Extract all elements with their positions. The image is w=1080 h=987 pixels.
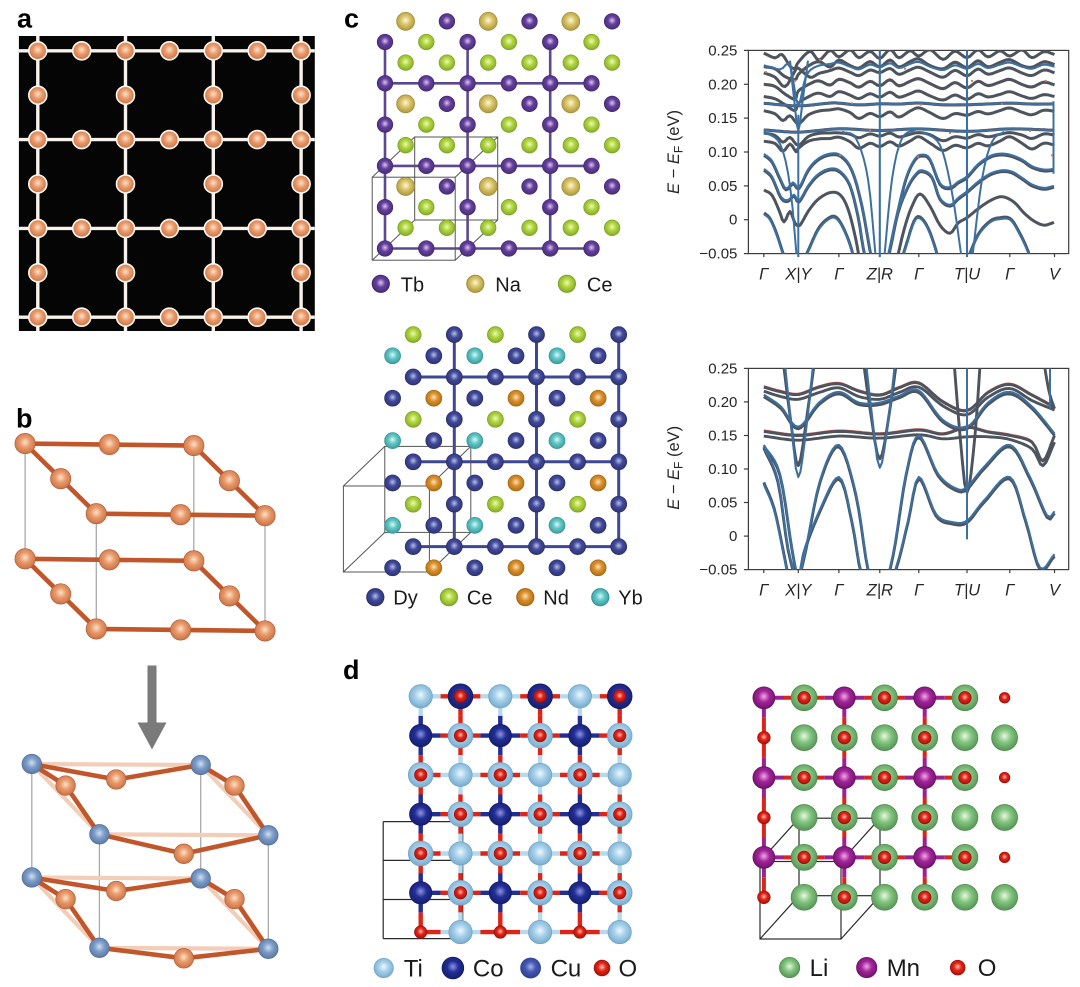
svg-text:O: O <box>978 955 997 982</box>
svg-text:T|U: T|U <box>954 582 980 600</box>
svg-text:0.20: 0.20 <box>708 394 737 411</box>
svg-text:Γ: Γ <box>1005 266 1015 284</box>
svg-text:X|Y: X|Y <box>784 582 812 600</box>
svg-text:V: V <box>1049 266 1062 284</box>
svg-text:Γ: Γ <box>759 266 769 284</box>
svg-text:Z|R: Z|R <box>866 266 893 284</box>
svg-text:−0.05: −0.05 <box>699 246 737 263</box>
svg-text:Γ: Γ <box>914 266 924 284</box>
svg-text:0.10: 0.10 <box>708 144 737 161</box>
svg-text:Ce: Ce <box>467 588 493 610</box>
svg-text:Z|R: Z|R <box>866 582 893 600</box>
svg-text:O: O <box>619 956 638 983</box>
svg-text:Yb: Yb <box>618 588 642 610</box>
svg-text:0: 0 <box>729 528 737 545</box>
svg-text:Γ: Γ <box>759 582 769 600</box>
svg-text:Γ: Γ <box>834 266 844 284</box>
svg-text:V: V <box>1049 582 1062 600</box>
svg-text:a: a <box>17 4 33 34</box>
svg-text:−0.05: −0.05 <box>699 562 737 579</box>
svg-text:Γ: Γ <box>1005 582 1015 600</box>
svg-text:0.10: 0.10 <box>708 461 737 478</box>
svg-text:0.20: 0.20 <box>708 76 737 93</box>
svg-text:0.05: 0.05 <box>708 178 737 195</box>
svg-text:c: c <box>344 4 359 34</box>
svg-text:0.15: 0.15 <box>708 428 737 445</box>
svg-text:Γ: Γ <box>914 582 924 600</box>
svg-text:Ti: Ti <box>404 956 423 983</box>
svg-text:E − EF (eV): E − EF (eV) <box>665 426 686 510</box>
svg-text:Nd: Nd <box>543 588 569 610</box>
svg-text:Cu: Cu <box>551 956 582 983</box>
svg-text:0.15: 0.15 <box>708 110 737 127</box>
svg-text:Co: Co <box>473 956 504 983</box>
svg-text:X|Y: X|Y <box>784 266 812 284</box>
svg-text:Ce: Ce <box>587 274 613 296</box>
svg-text:Li: Li <box>810 955 829 982</box>
svg-text:Mn: Mn <box>887 955 920 982</box>
svg-text:T|U: T|U <box>954 266 980 284</box>
svg-text:0.05: 0.05 <box>708 495 737 512</box>
svg-text:0.25: 0.25 <box>708 360 737 377</box>
svg-text:Na: Na <box>495 274 521 296</box>
svg-text:d: d <box>343 655 360 685</box>
svg-text:E − EF (eV): E − EF (eV) <box>665 110 686 194</box>
svg-text:Tb: Tb <box>401 274 424 296</box>
svg-text:0.25: 0.25 <box>708 42 737 59</box>
svg-text:Γ: Γ <box>834 582 844 600</box>
svg-text:0: 0 <box>729 212 737 229</box>
svg-text:Dy: Dy <box>393 588 417 610</box>
svg-text:b: b <box>16 404 33 434</box>
